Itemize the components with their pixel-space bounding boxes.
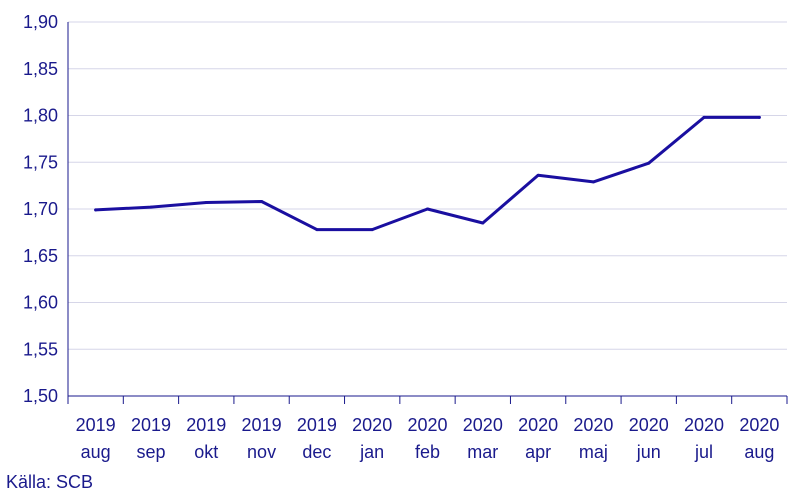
- x-tick-label-year: 2019: [297, 415, 337, 435]
- y-tick-label: 1,70: [23, 199, 58, 219]
- x-tick-label-month: sep: [136, 442, 165, 462]
- y-tick-label: 1,65: [23, 246, 58, 266]
- x-tick-label-month: jun: [636, 442, 661, 462]
- data-point: [370, 228, 374, 232]
- x-tick-label-month: jan: [359, 442, 384, 462]
- data-point: [94, 208, 98, 212]
- data-point: [757, 115, 761, 119]
- x-tick-label-year: 2019: [76, 415, 116, 435]
- series-line: [94, 115, 761, 232]
- y-tick-label: 1,75: [23, 152, 58, 172]
- data-point: [536, 173, 540, 177]
- x-tick-label-year: 2020: [629, 415, 669, 435]
- gridlines: [68, 21, 787, 350]
- series-group: [94, 115, 761, 232]
- y-tick-label: 1,85: [23, 59, 58, 79]
- x-tick-label-year: 2020: [739, 415, 779, 435]
- y-tick-label: 1,80: [23, 106, 58, 126]
- x-tick-label-year: 2020: [352, 415, 392, 435]
- x-tick-label-month: aug: [744, 442, 774, 462]
- x-tick-label-year: 2020: [518, 415, 558, 435]
- x-tick-label-year: 2020: [407, 415, 447, 435]
- x-tick-label-month: feb: [415, 442, 440, 462]
- data-point: [481, 221, 485, 225]
- x-tick-label-month: maj: [579, 442, 608, 462]
- data-point: [204, 200, 208, 204]
- x-tick-label-year: 2020: [573, 415, 613, 435]
- y-tick-label: 1,60: [23, 293, 58, 313]
- x-tick-label-month: nov: [247, 442, 276, 462]
- x-tick-label-year: 2019: [242, 415, 282, 435]
- x-tick-label-month: okt: [194, 442, 218, 462]
- data-point: [149, 205, 153, 209]
- y-axis: 1,50 1,55 1,60 1,65 1,70 1,75 1,80 1,85 1,90: [23, 12, 58, 406]
- data-point: [426, 207, 429, 211]
- x-tick-label-month: dec: [302, 442, 331, 462]
- data-point: [647, 161, 651, 165]
- x-tick-label-year: 2019: [131, 415, 171, 435]
- x-tick-label-month: apr: [525, 442, 551, 462]
- x-tick-label-month: mar: [467, 442, 498, 462]
- line-chart: 1,50 1,55 1,60 1,65 1,70 1,75 1,80 1,85 1,90 201…: [23, 12, 788, 462]
- x-tick-label-year: 2020: [684, 415, 724, 435]
- source-note: Källa: SCB: [6, 472, 94, 492]
- data-point: [702, 115, 706, 119]
- x-axis: 2019 aug 2019 sep 2019 okt 2019 nov 2019 dec 2020 j…: [67, 22, 788, 462]
- data-point: [591, 180, 595, 184]
- data-point: [260, 200, 264, 204]
- x-tick-label-year: 2020: [463, 415, 503, 435]
- y-tick-label: 1,55: [23, 339, 58, 359]
- data-point: [315, 228, 319, 232]
- x-tick-label-year: 2019: [186, 415, 226, 435]
- y-tick-label: 1,90: [23, 12, 58, 32]
- y-tick-label: 1,50: [23, 386, 58, 406]
- x-tick-label-month: aug: [81, 442, 111, 462]
- x-tick-label-month: jul: [694, 442, 713, 462]
